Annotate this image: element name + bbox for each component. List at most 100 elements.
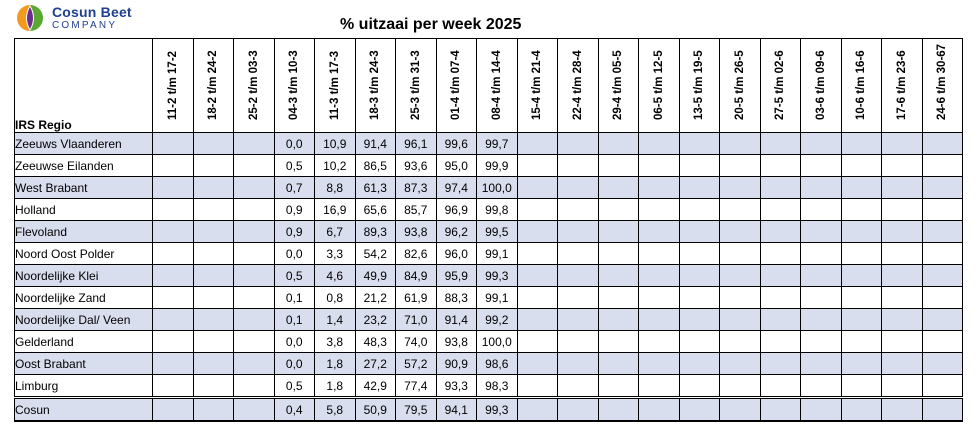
percentage-cell: 0,9 xyxy=(273,198,315,221)
percentage-cell xyxy=(638,374,680,398)
percentage-cell xyxy=(638,330,680,353)
percentage-cell: 21,2 xyxy=(354,286,396,309)
week-column-label: 20-5 t/m 26-5 xyxy=(733,50,746,120)
week-column-header: 18-3 t/m 24-3 xyxy=(354,38,396,133)
percentage-cell xyxy=(192,242,234,265)
percentage-cell xyxy=(192,374,234,398)
percentage-cell xyxy=(881,242,923,265)
percentage-cell xyxy=(152,396,194,422)
percentage-cell: 74,0 xyxy=(395,330,437,353)
percentage-cell: 79,5 xyxy=(395,396,437,422)
percentage-cell xyxy=(678,264,720,287)
week-column-header: 25-2 t/m 03-3 xyxy=(233,38,275,133)
week-column-label: 29-4 t/m 05-5 xyxy=(612,50,625,120)
percentage-cell: 88,3 xyxy=(435,286,477,309)
region-name: Flevoland xyxy=(14,220,153,243)
percentage-cell xyxy=(921,198,963,221)
percentage-cell: 99,1 xyxy=(476,286,518,309)
percentage-cell xyxy=(800,396,842,422)
percentage-cell: 3,3 xyxy=(314,242,356,265)
percentage-cell xyxy=(557,352,599,375)
percentage-cell xyxy=(192,308,234,331)
brand-subtitle: COMPANY xyxy=(52,20,118,31)
percentage-cell xyxy=(233,374,275,398)
percentage-cell xyxy=(759,264,801,287)
percentage-cell xyxy=(557,198,599,221)
table-row: Limburg 0,5 1,8 42,9 77,4 93,3 98,3 xyxy=(14,374,963,398)
week-column-label: 11-3 t/m 17-3 xyxy=(328,50,341,120)
percentage-cell: 99,1 xyxy=(476,242,518,265)
percentage-cell xyxy=(840,198,882,221)
percentage-cell: 86,5 xyxy=(354,154,396,177)
percentage-cell xyxy=(638,176,680,199)
percentage-cell xyxy=(152,154,194,177)
percentage-cell xyxy=(597,308,639,331)
week-column-label: 08-4 t/m 14-4 xyxy=(490,50,503,120)
percentage-cell xyxy=(516,242,558,265)
week-column-header: 15-4 t/m 21-4 xyxy=(516,38,558,133)
percentage-cell xyxy=(233,198,275,221)
region-name: Noord Oost Polder xyxy=(14,242,153,265)
percentage-cell: 0,0 xyxy=(273,132,315,155)
percentage-cell: 98,6 xyxy=(476,352,518,375)
percentage-cell xyxy=(719,198,761,221)
percentage-cell xyxy=(881,132,923,155)
week-column-label: 18-3 t/m 24-3 xyxy=(369,50,382,120)
company-logo: Cosun Beet COMPANY xyxy=(16,4,181,32)
region-name: Oost Brabant xyxy=(14,352,153,375)
percentage-cell xyxy=(840,242,882,265)
region-name: Noordelijke Dal/ Veen xyxy=(14,308,153,331)
percentage-cell xyxy=(597,352,639,375)
percentage-cell xyxy=(840,132,882,155)
percentage-cell xyxy=(800,242,842,265)
percentage-cell xyxy=(759,396,801,422)
percentage-cell xyxy=(719,154,761,177)
percentage-cell: 1,8 xyxy=(314,374,356,398)
percentage-cell: 96,2 xyxy=(435,220,477,243)
percentage-cell xyxy=(233,352,275,375)
percentage-cell: 89,3 xyxy=(354,220,396,243)
week-column-label: 17-6 t/m 23-6 xyxy=(895,50,908,120)
percentage-cell xyxy=(881,264,923,287)
percentage-cell: 99,3 xyxy=(476,396,518,422)
percentage-cell xyxy=(678,154,720,177)
region-name: Cosun xyxy=(14,396,153,422)
percentage-cell xyxy=(233,286,275,309)
brand-name: Cosun Beet xyxy=(52,4,132,20)
week-column-header: 08-4 t/m 14-4 xyxy=(476,38,518,133)
table-row: Oost Brabant 0,0 1,8 27,2 57,2 90,9 98,6 xyxy=(14,352,963,375)
table-row: Zeeuwse Eilanden 0,5 10,2 86,5 93,6 95,0 99,9 xyxy=(14,154,963,177)
percentage-cell xyxy=(233,220,275,243)
percentage-cell xyxy=(719,264,761,287)
percentage-cell xyxy=(800,132,842,155)
percentage-cell xyxy=(881,154,923,177)
percentage-cell xyxy=(597,154,639,177)
percentage-cell xyxy=(516,220,558,243)
week-column-header: 01-4 t/m 07-4 xyxy=(435,38,477,133)
percentage-cell xyxy=(516,352,558,375)
percentage-cell xyxy=(516,154,558,177)
percentage-cell xyxy=(759,132,801,155)
region-column-header: IRS Regio xyxy=(14,38,153,133)
percentage-cell xyxy=(719,352,761,375)
percentage-cell: 96,9 xyxy=(435,198,477,221)
percentage-cell xyxy=(921,308,963,331)
percentage-cell xyxy=(759,352,801,375)
percentage-cell xyxy=(881,396,923,422)
week-column-header: 20-5 t/m 26-5 xyxy=(719,38,761,133)
percentage-cell: 50,9 xyxy=(354,396,396,422)
percentage-cell xyxy=(759,308,801,331)
week-column-header: 27-5 t/m 02-6 xyxy=(759,38,801,133)
percentage-cell xyxy=(557,242,599,265)
percentage-cell: 1,8 xyxy=(314,352,356,375)
percentage-cell xyxy=(638,352,680,375)
week-column-header: 17-6 t/m 23-6 xyxy=(881,38,923,133)
percentage-cell xyxy=(719,308,761,331)
percentage-cell xyxy=(840,352,882,375)
percentage-cell: 27,2 xyxy=(354,352,396,375)
percentage-cell xyxy=(800,198,842,221)
percentage-cell xyxy=(597,242,639,265)
percentage-cell xyxy=(800,352,842,375)
percentage-cell xyxy=(719,132,761,155)
percentage-cell xyxy=(152,352,194,375)
